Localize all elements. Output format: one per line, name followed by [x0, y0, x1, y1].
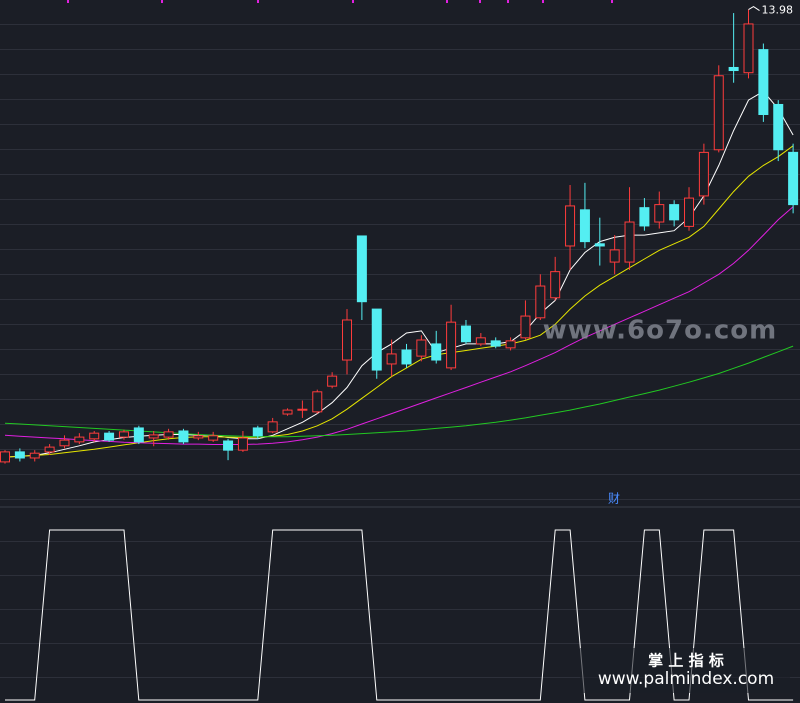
candle-body — [133, 427, 144, 443]
candle-body — [89, 432, 100, 440]
high-marker — [748, 5, 760, 11]
candle-body — [312, 391, 323, 413]
moving-average-line — [4, 206, 794, 445]
candle-body — [386, 353, 397, 365]
site-url: www.palmindex.com — [598, 669, 774, 689]
top-markers — [67, 0, 613, 3]
candle-body — [44, 446, 55, 453]
candle-body — [460, 325, 471, 343]
candle-body — [104, 432, 115, 441]
candle-body — [475, 337, 486, 345]
candle-body — [431, 343, 442, 361]
watermark-backdrop — [580, 648, 790, 693]
candle-body — [624, 221, 635, 263]
candle-body — [59, 439, 70, 447]
candle-body — [267, 421, 278, 433]
candle-body — [356, 235, 367, 303]
candle-body — [327, 375, 338, 387]
candle-body — [609, 249, 620, 263]
candle-body — [193, 435, 204, 439]
candle-body — [0, 451, 10, 463]
candle-body — [758, 49, 769, 115]
candle-body — [743, 23, 754, 74]
candle-body — [579, 209, 590, 243]
candle-body — [728, 66, 739, 72]
annotation: 财 — [608, 492, 620, 506]
candle-body — [550, 271, 561, 299]
candle-body — [684, 197, 695, 227]
candle-body — [148, 434, 159, 439]
moving-average-line — [4, 90, 794, 458]
candle-body — [490, 340, 501, 347]
candle-body — [788, 151, 799, 206]
candle-body — [297, 408, 308, 411]
candle-body — [29, 452, 40, 459]
candle-body — [208, 435, 219, 441]
candle-body — [565, 205, 576, 247]
candle-body — [14, 451, 25, 459]
candle-body — [639, 207, 650, 227]
indicator-line — [5, 529, 794, 701]
candle-body — [535, 285, 546, 319]
candle-body — [505, 340, 516, 349]
watermark: www.6o7o.com — [543, 316, 777, 346]
candle-body — [698, 151, 709, 197]
candle-body — [416, 339, 427, 357]
candle-body — [223, 440, 234, 451]
indicator-panel — [5, 529, 794, 701]
candle-body — [237, 437, 248, 451]
candle-body — [594, 243, 605, 247]
candle-body — [446, 321, 457, 369]
candle-body — [401, 349, 412, 365]
candle-body — [252, 427, 263, 437]
background-grid — [0, 0, 800, 505]
price-panel: 13.98 — [0, 4, 799, 464]
candle-body — [669, 204, 680, 221]
candle-body — [713, 75, 724, 151]
candle-body — [163, 431, 174, 438]
candle-body — [178, 430, 189, 443]
candle-body — [654, 204, 665, 223]
moving-average-line — [4, 145, 794, 458]
candle-body — [282, 409, 293, 415]
caption: 掌 上 指 标 — [648, 652, 724, 670]
candle-body — [342, 319, 353, 361]
candle-body — [520, 315, 531, 339]
high-label: 13.98 — [762, 4, 794, 17]
candle-body — [371, 308, 382, 371]
candle-body — [74, 436, 85, 443]
candle-body — [773, 103, 784, 151]
candle-body — [118, 431, 129, 438]
moving-average-line — [4, 345, 794, 438]
